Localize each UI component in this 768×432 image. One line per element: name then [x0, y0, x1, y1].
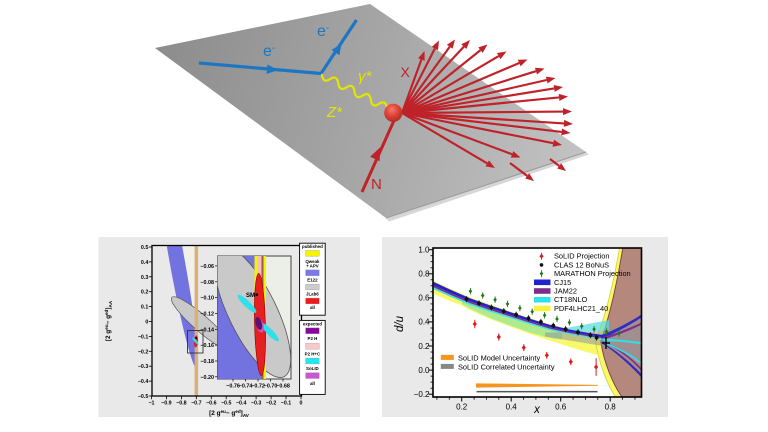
- svg-text:SoLID Projection: SoLID Projection: [554, 252, 609, 261]
- svg-text:X: X: [401, 64, 411, 80]
- svg-text:−0.14: −0.14: [200, 327, 214, 333]
- svg-text:0.8: 0.8: [418, 270, 430, 279]
- svg-text:−0.5: −0.5: [138, 394, 149, 400]
- svg-text:SoLID Model Uncertainty: SoLID Model Uncertainty: [458, 353, 540, 362]
- svg-text:Qweak: Qweak: [305, 259, 320, 264]
- svg-text:CJ15: CJ15: [554, 278, 571, 287]
- svg-text:JLab6: JLab6: [306, 292, 319, 297]
- svg-text:−0.10: −0.10: [200, 296, 214, 302]
- svg-text:−0.12: −0.12: [200, 311, 214, 317]
- svg-text:−0.4: −0.4: [236, 401, 247, 407]
- svg-text:JAM22: JAM22: [554, 287, 577, 296]
- svg-text:0.4: 0.4: [418, 318, 430, 327]
- svg-text:1.0: 1.0: [418, 246, 430, 255]
- svg-text:SM: SM: [246, 293, 255, 299]
- svg-text:0.4: 0.4: [141, 260, 148, 266]
- svg-text:0.1: 0.1: [141, 305, 148, 311]
- svg-text:all: all: [310, 381, 315, 386]
- svg-text:−0.2: −0.2: [266, 401, 277, 407]
- svg-text:−0.4: −0.4: [138, 379, 149, 385]
- svg-text:expected: expected: [303, 321, 322, 326]
- svg-text:0.6: 0.6: [418, 294, 430, 303]
- svg-text:−0.18: −0.18: [200, 359, 214, 365]
- svg-text:−0.2: −0.2: [414, 390, 430, 399]
- svg-text:−0.76: −0.76: [226, 384, 240, 390]
- svg-text:0.4: 0.4: [506, 403, 518, 412]
- svg-text:−0.1: −0.1: [281, 401, 292, 407]
- svg-text:d/u: d/u: [394, 315, 406, 332]
- svg-text:−0.3: −0.3: [138, 364, 149, 370]
- svg-text:−0.72: −0.72: [251, 384, 265, 390]
- svg-text:P2 H: P2 H: [308, 336, 318, 341]
- svg-text:0.2: 0.2: [418, 342, 430, 351]
- svg-text:N: N: [371, 176, 382, 193]
- svg-text:P2 H+C: P2 H+C: [305, 352, 321, 357]
- svg-text:−0.6: −0.6: [206, 401, 217, 407]
- svg-text:0.8: 0.8: [605, 403, 617, 412]
- svg-text:−0.74: −0.74: [239, 384, 253, 390]
- svg-text:−1: −1: [148, 401, 154, 407]
- svg-text:−0.2: −0.2: [138, 349, 149, 355]
- svg-text:0: 0: [145, 320, 148, 326]
- svg-text:SoLID: SoLID: [306, 366, 319, 371]
- svg-text:CT18NLO: CT18NLO: [554, 295, 588, 304]
- svg-text:−0.1: −0.1: [138, 334, 149, 340]
- svg-text:0.6: 0.6: [555, 403, 567, 412]
- svg-text:SoLID Correlated Uncertainty: SoLID Correlated Uncertainty: [458, 362, 555, 371]
- svg-text:−0.06: −0.06: [200, 264, 214, 270]
- svg-text:published: published: [302, 244, 323, 249]
- svg-text:0.2: 0.2: [141, 290, 148, 296]
- svg-text:−0.7: −0.7: [191, 401, 202, 407]
- svg-text:0.3: 0.3: [141, 275, 148, 281]
- svg-text:+ APV: + APV: [306, 263, 319, 268]
- svg-text:−0.5: −0.5: [221, 401, 232, 407]
- svg-text:−0.08: −0.08: [200, 280, 214, 286]
- svg-text:PDF4LHC21_40: PDF4LHC21_40: [554, 304, 608, 313]
- svg-text:Z*: Z*: [326, 104, 343, 121]
- svg-text:0: 0: [300, 401, 303, 407]
- svg-text:−0.20: −0.20: [200, 375, 214, 381]
- svg-text:γ*: γ*: [358, 68, 373, 85]
- svg-text:all: all: [310, 305, 315, 310]
- svg-text:0.2: 0.2: [456, 403, 468, 412]
- svg-text:−0.3: −0.3: [251, 401, 262, 407]
- svg-text:[2 geu− ged]AA: [2 geu− ged]AA: [104, 300, 113, 341]
- svg-text:x: x: [533, 404, 541, 416]
- svg-text:[2 geu− ged]AV: [2 geu− ged]AV: [209, 409, 250, 418]
- svg-text:−0.8: −0.8: [176, 401, 187, 407]
- svg-text:−0.9: −0.9: [161, 401, 172, 407]
- svg-text:CLAS 12 BoNuS: CLAS 12 BoNuS: [554, 260, 609, 269]
- svg-text:MARATHON Projection: MARATHON Projection: [554, 269, 631, 278]
- svg-text:−0.16: −0.16: [200, 343, 214, 349]
- svg-text:−0.70: −0.70: [264, 384, 278, 390]
- svg-text:0.5: 0.5: [141, 245, 148, 251]
- svg-text:0.0: 0.0: [418, 366, 430, 375]
- svg-text:−0.68: −0.68: [276, 384, 290, 390]
- svg-text:E122: E122: [307, 277, 318, 282]
